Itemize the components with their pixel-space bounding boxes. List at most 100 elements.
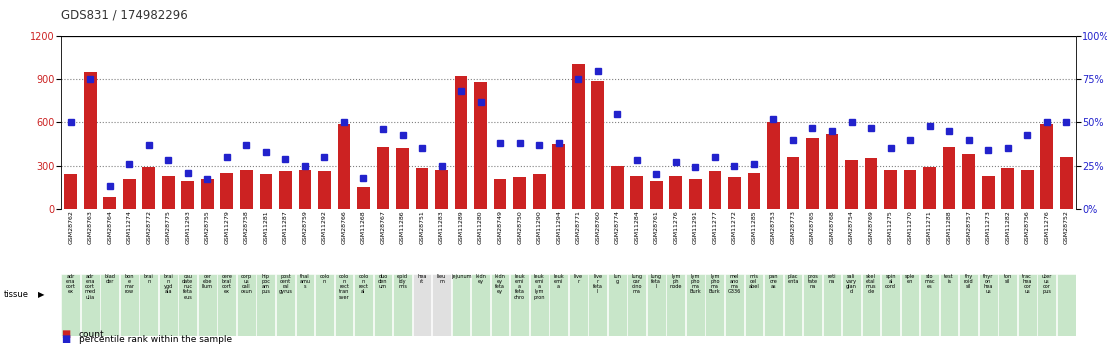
Text: GSM28762: GSM28762 xyxy=(69,210,73,244)
Text: GSM28753: GSM28753 xyxy=(770,210,776,244)
FancyBboxPatch shape xyxy=(686,274,705,336)
Bar xyxy=(201,179,214,209)
Text: colo
n
rect
al: colo n rect al xyxy=(359,274,369,294)
Text: GSM11275: GSM11275 xyxy=(888,210,893,244)
FancyBboxPatch shape xyxy=(530,274,549,336)
Bar xyxy=(240,170,252,209)
Text: GSM28751: GSM28751 xyxy=(420,210,424,244)
Text: spin
al
cord: spin al cord xyxy=(886,274,896,289)
Bar xyxy=(1021,170,1034,209)
Text: GSM11289: GSM11289 xyxy=(458,210,464,244)
FancyBboxPatch shape xyxy=(452,274,470,336)
FancyBboxPatch shape xyxy=(764,274,783,336)
Text: GSM28755: GSM28755 xyxy=(205,210,210,244)
Bar xyxy=(494,179,507,209)
FancyBboxPatch shape xyxy=(608,274,627,336)
Bar xyxy=(670,176,682,209)
Text: corp
us
call
osun: corp us call osun xyxy=(240,274,252,294)
Text: hea
rt: hea rt xyxy=(417,274,426,284)
FancyBboxPatch shape xyxy=(1037,274,1056,336)
Bar xyxy=(806,138,819,209)
Text: GSM28754: GSM28754 xyxy=(849,210,853,244)
Text: sali
vary
glan
d: sali vary glan d xyxy=(846,274,857,294)
Text: GSM11288: GSM11288 xyxy=(946,210,952,244)
Bar xyxy=(982,176,994,209)
Text: GSM28752: GSM28752 xyxy=(1064,210,1068,244)
Bar xyxy=(435,170,448,209)
FancyBboxPatch shape xyxy=(393,274,412,336)
FancyBboxPatch shape xyxy=(960,274,977,336)
Bar xyxy=(747,173,761,209)
Bar xyxy=(532,174,546,209)
FancyBboxPatch shape xyxy=(81,274,100,336)
Text: GSM11284: GSM11284 xyxy=(634,210,639,244)
Text: skel
etal
mus
cle: skel etal mus cle xyxy=(866,274,877,294)
FancyBboxPatch shape xyxy=(628,274,646,336)
Text: GSM11280: GSM11280 xyxy=(478,210,483,244)
Bar xyxy=(318,171,331,209)
Text: GSM11290: GSM11290 xyxy=(537,210,541,244)
Text: ■: ■ xyxy=(61,329,70,339)
Bar xyxy=(182,181,194,209)
Text: thyr
on
hea
us: thyr on hea us xyxy=(983,274,993,294)
FancyBboxPatch shape xyxy=(823,274,841,336)
Bar xyxy=(943,147,955,209)
FancyBboxPatch shape xyxy=(432,274,451,336)
FancyBboxPatch shape xyxy=(217,274,236,336)
FancyBboxPatch shape xyxy=(705,274,724,336)
Bar xyxy=(552,144,565,209)
Text: percentile rank within the sample: percentile rank within the sample xyxy=(79,335,231,344)
Bar xyxy=(728,177,741,209)
Bar xyxy=(630,176,643,209)
Text: mis
cel
abel: mis cel abel xyxy=(748,274,759,289)
FancyBboxPatch shape xyxy=(745,274,763,336)
Bar xyxy=(376,147,390,209)
Bar xyxy=(923,167,935,209)
FancyBboxPatch shape xyxy=(354,274,373,336)
Bar xyxy=(826,134,838,209)
Text: reti
na: reti na xyxy=(828,274,836,284)
Text: sto
mac
es: sto mac es xyxy=(924,274,935,289)
Bar xyxy=(787,157,799,209)
FancyBboxPatch shape xyxy=(61,274,80,336)
Text: pan
cre
as: pan cre as xyxy=(768,274,778,289)
FancyBboxPatch shape xyxy=(920,274,939,336)
Bar xyxy=(884,170,897,209)
Text: lieu
m: lieu m xyxy=(437,274,446,284)
Text: GSM28756: GSM28756 xyxy=(1025,210,1030,244)
FancyBboxPatch shape xyxy=(588,274,607,336)
Bar xyxy=(358,187,370,209)
Text: GSM11291: GSM11291 xyxy=(693,210,697,244)
Text: GSM28773: GSM28773 xyxy=(790,210,796,244)
FancyBboxPatch shape xyxy=(334,274,353,336)
FancyBboxPatch shape xyxy=(940,274,959,336)
Text: kidn
ey
feta
ey: kidn ey feta ey xyxy=(495,274,506,294)
FancyBboxPatch shape xyxy=(646,274,665,336)
Text: hip
poc
am
pus: hip poc am pus xyxy=(261,274,270,294)
Bar xyxy=(162,176,175,209)
Text: GSM28757: GSM28757 xyxy=(966,210,971,244)
FancyBboxPatch shape xyxy=(296,274,314,336)
Bar xyxy=(103,197,116,209)
Text: GSM11276: GSM11276 xyxy=(1044,210,1049,244)
Text: GSM28758: GSM28758 xyxy=(244,210,249,244)
FancyBboxPatch shape xyxy=(237,274,256,336)
Text: lung
feta
l: lung feta l xyxy=(651,274,662,289)
Text: post
cent
ral
gyrus: post cent ral gyrus xyxy=(279,274,292,294)
FancyBboxPatch shape xyxy=(120,274,138,336)
Text: lym
ph
node: lym ph node xyxy=(670,274,682,289)
Bar xyxy=(64,174,77,209)
Text: GSM28765: GSM28765 xyxy=(810,210,815,244)
Text: GSM28760: GSM28760 xyxy=(596,210,600,244)
Bar xyxy=(708,171,721,209)
Text: tissue: tissue xyxy=(3,290,29,299)
Bar xyxy=(650,181,663,209)
Bar xyxy=(84,72,96,209)
FancyBboxPatch shape xyxy=(276,274,294,336)
Text: duo
den
um: duo den um xyxy=(379,274,387,289)
Text: lym
pho
ma
Burk: lym pho ma Burk xyxy=(690,274,701,294)
FancyBboxPatch shape xyxy=(803,274,821,336)
Bar xyxy=(689,179,702,209)
Bar xyxy=(1041,124,1053,209)
Text: GSM11276: GSM11276 xyxy=(673,210,679,244)
